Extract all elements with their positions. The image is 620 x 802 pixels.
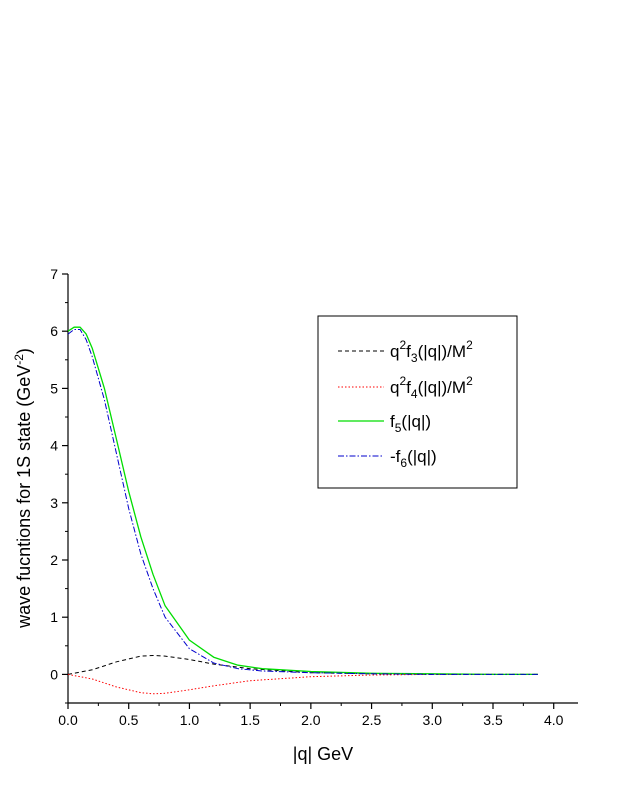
- y-axis-label: wave fucntions for 1S state (GeV-2): [12, 348, 34, 629]
- y-tick-label: 4: [50, 438, 58, 454]
- legend-label-f3: q2f3(|q|)/M2: [390, 338, 473, 365]
- y-ticks: 0 1 2 3 4 5 6 7: [50, 266, 68, 704]
- x-tick-label: 2.5: [362, 712, 382, 728]
- y-tick-label: 5: [50, 380, 58, 396]
- x-tick-label: 0.0: [58, 712, 78, 728]
- x-tick-label: 0.5: [119, 712, 139, 728]
- legend-label-f4: q2f4(|q|)/M2: [390, 374, 473, 401]
- legend-label-f6: -f6(|q|): [390, 447, 437, 470]
- x-tick-label: 1.0: [180, 712, 200, 728]
- x-axis-label: |q| GeV: [293, 744, 353, 764]
- x-tick-label: 3.0: [423, 712, 443, 728]
- x-tick-label: 2.0: [301, 712, 321, 728]
- y-tick-label: 7: [50, 266, 58, 282]
- y-tick-label: 2: [50, 552, 58, 568]
- y-tick-label: 1: [50, 609, 58, 625]
- y-axis-label-close: ): [14, 348, 34, 354]
- x-ticks: 0.0 0.5 1.0 1.5 2.0 2.5 3.0 3.5 4.0: [58, 703, 564, 728]
- y-tick-label: 3: [50, 495, 58, 511]
- legend: q2f3(|q|)/M2 q2f4(|q|)/M2 f5(|q|) -f6(|q…: [317, 315, 518, 489]
- x-tick-label: 1.5: [240, 712, 260, 728]
- y-axis-label-main: wave fucntions for 1S state (GeV: [14, 365, 34, 629]
- y-tick-label: 6: [50, 323, 58, 339]
- y-axis-label-sup: -2: [12, 354, 26, 365]
- series-line-4: [67, 329, 538, 675]
- series-line-2: [67, 673, 538, 695]
- x-tick-label: 3.5: [483, 712, 503, 728]
- y-tick-label: 0: [50, 666, 58, 682]
- legend-box: [317, 315, 518, 489]
- legend-label-f5: f5(|q|): [390, 412, 431, 435]
- x-tick-label: 4.0: [544, 712, 564, 728]
- series-line-3: [67, 326, 538, 676]
- series-layer: [67, 326, 538, 695]
